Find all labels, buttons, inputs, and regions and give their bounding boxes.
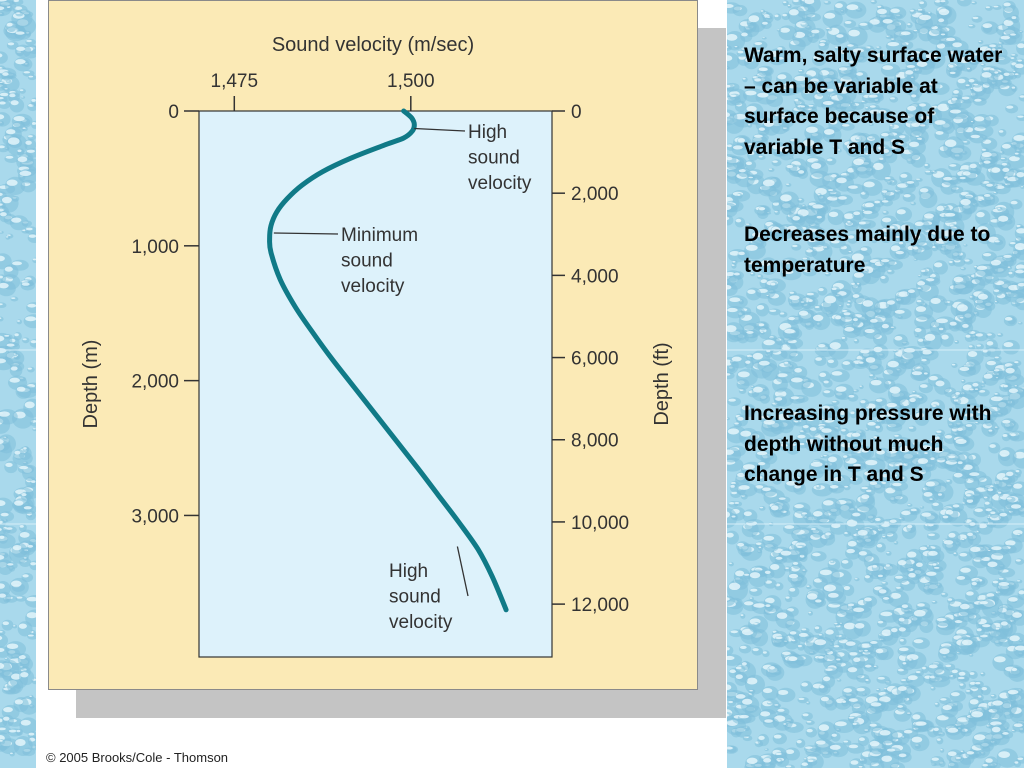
- copyright-credit: © 2005 Brooks/Cole - Thomson: [46, 750, 229, 765]
- y2-tick-label: 4,000: [571, 266, 619, 287]
- curve-annotation: Minimum sound velocity: [341, 225, 418, 297]
- y-tick-label: 1,000: [131, 237, 179, 258]
- y2-tick-label: 12,000: [571, 595, 629, 616]
- y2-tick-label: 10,000: [571, 513, 629, 534]
- water-droplet-background-right: [727, 0, 1024, 768]
- x-tick-label: 1,500: [387, 71, 435, 92]
- annotation-leader: [273, 232, 339, 235]
- y-tick-label: 0: [168, 102, 179, 123]
- water-droplet-background-left: [0, 0, 36, 768]
- note-temperature-decrease: Decreases mainly due to temperature: [744, 223, 991, 277]
- note-pressure-increase: Increasing pressure with depth without m…: [744, 402, 992, 486]
- y2-tick-label: 0: [571, 102, 582, 123]
- y-axis-title-feet: Depth (ft): [651, 342, 673, 425]
- x-tick-label: 1,475: [211, 71, 259, 92]
- sound-velocity-curve: [267, 108, 509, 613]
- y-axis-title-meters: Depth (m): [80, 340, 102, 429]
- sound-velocity-chart: Sound velocity (m/sec) Depth (m) Depth (…: [80, 34, 673, 658]
- annotation-leader: [456, 546, 469, 597]
- y2-tick-label: 6,000: [571, 349, 619, 370]
- y-tick-label: 3,000: [131, 506, 179, 527]
- y-tick-label: 2,000: [131, 372, 179, 393]
- curve-annotation: High sound velocity: [389, 561, 453, 633]
- curve-annotation: High sound velocity: [468, 122, 532, 194]
- y2-tick-label: 8,000: [571, 431, 619, 452]
- plot-area: [198, 110, 553, 658]
- y2-tick-label: 2,000: [571, 184, 619, 205]
- note-surface-water: Warm, salty surface water – can be varia…: [744, 44, 1003, 159]
- x-axis-title: Sound velocity (m/sec): [272, 34, 474, 56]
- annotation-leader: [414, 127, 466, 132]
